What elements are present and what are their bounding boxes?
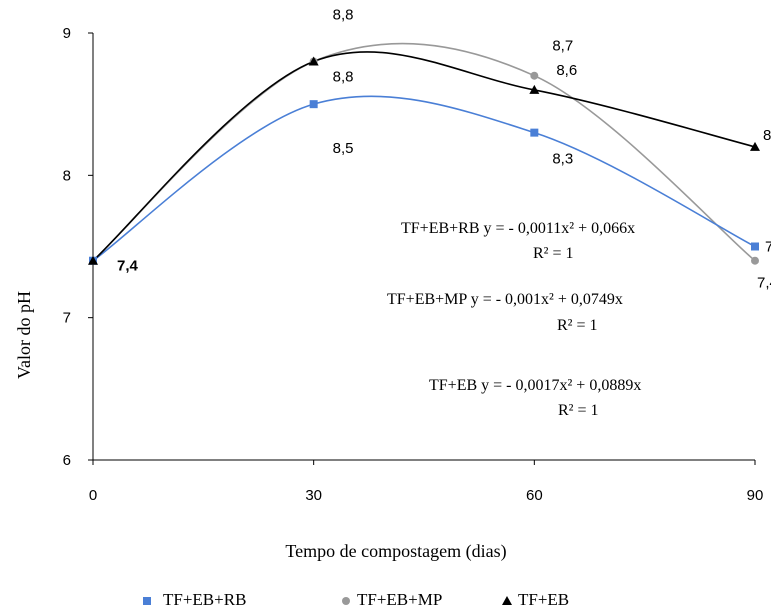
x-axis-label: Tempo de compostagem (dias) bbox=[285, 541, 506, 562]
y-tick-label: 9 bbox=[63, 25, 71, 42]
data-point bbox=[750, 141, 760, 151]
legend-marker-rb bbox=[143, 597, 151, 605]
data-point bbox=[530, 128, 539, 137]
data-label: 8,8 bbox=[333, 68, 354, 85]
legend-marker-eb bbox=[502, 596, 512, 605]
data-label: 7,4 bbox=[757, 275, 771, 292]
x-tick-label: 60 bbox=[526, 487, 543, 504]
series-line-2 bbox=[92, 51, 756, 262]
data-label: 8,5 bbox=[333, 140, 354, 157]
data-labels: 7,4 8,5 8,3 7,5 8,8 8,7 7,4 8,8 8,6 8,2 bbox=[117, 6, 771, 291]
data-label: 7,4 bbox=[117, 258, 139, 275]
data-point bbox=[308, 56, 319, 66]
x-tick-label: 30 bbox=[305, 487, 322, 504]
equation-eb: TF+EB y = - 0,0017x² + 0,0889x bbox=[429, 377, 641, 394]
x-tick-label: 0 bbox=[89, 487, 97, 504]
data-point bbox=[530, 71, 539, 80]
data-point bbox=[751, 242, 759, 251]
y-tick-label: 8 bbox=[63, 167, 71, 184]
markers bbox=[88, 56, 760, 265]
r2-eb: R² = 1 bbox=[558, 402, 599, 419]
axes bbox=[92, 33, 755, 461]
x-tick-label: 90 bbox=[747, 487, 764, 504]
r2-rb: R² = 1 bbox=[533, 245, 574, 262]
data-point bbox=[529, 84, 540, 94]
data-label: 8,7 bbox=[552, 38, 573, 55]
legend: TF+EB+RB TF+EB+MP TF+EB bbox=[143, 590, 569, 609]
equation-rb: TF+EB+RB y = - 0,0011x² + 0,066x bbox=[401, 220, 635, 237]
legend-label-rb: TF+EB+RB bbox=[163, 590, 246, 609]
data-label: 7,5 bbox=[765, 239, 771, 256]
series-line-0 bbox=[92, 95, 756, 262]
legend-label-mp: TF+EB+MP bbox=[357, 590, 442, 609]
data-point bbox=[88, 255, 98, 265]
y-tick-label: 6 bbox=[63, 452, 71, 469]
data-point bbox=[751, 256, 759, 265]
data-point bbox=[309, 100, 318, 109]
equation-mp: TF+EB+MP y = - 0,001x² + 0,0749x bbox=[387, 291, 623, 308]
legend-marker-mp bbox=[342, 597, 350, 605]
y-tick-label: 7 bbox=[63, 310, 71, 327]
data-label: 8,2 bbox=[763, 127, 771, 144]
data-label: 8,8 bbox=[333, 6, 354, 23]
data-label: 8,3 bbox=[552, 151, 573, 168]
data-label: 8,6 bbox=[556, 62, 577, 79]
r2-mp: R² = 1 bbox=[557, 317, 598, 334]
y-axis-label: Valor do pH bbox=[14, 291, 34, 379]
trendlines bbox=[92, 42, 756, 262]
equations: TF+EB+RB y = - 0,0011x² + 0,066x R² = 1 … bbox=[387, 220, 641, 419]
legend-label-eb: TF+EB bbox=[518, 590, 569, 609]
